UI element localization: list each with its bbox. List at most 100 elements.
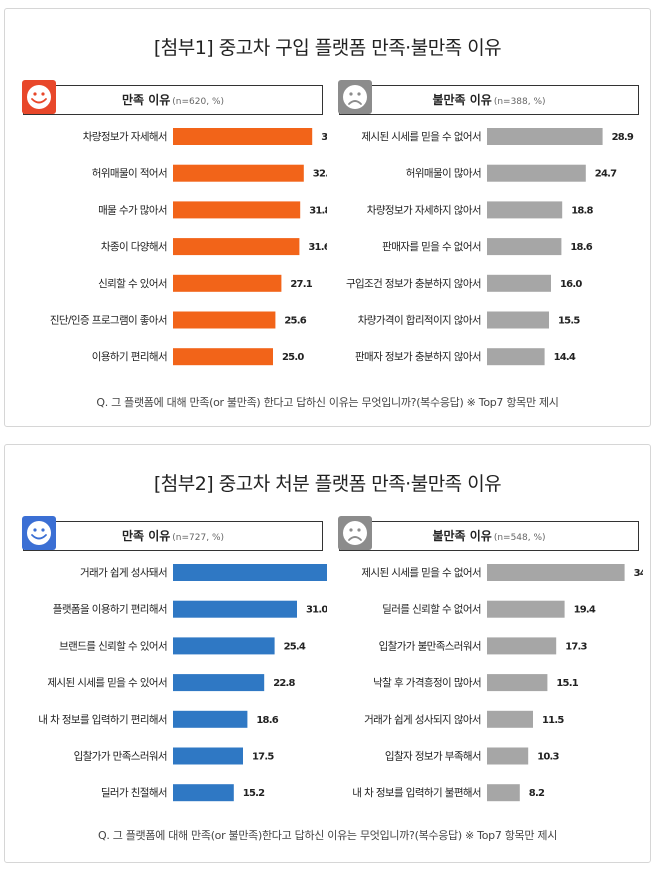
chart-panel-1: [첨부1] 중고차 구입 플랫폼 만족·불만족 이유 만족 이유 (n=620, …: [4, 8, 651, 427]
sample-size: (n=727, %): [172, 533, 225, 543]
category-label: 차량정보가 자세해서: [83, 130, 167, 143]
category-label: 판매자 정보가 충분하지 않아서: [355, 350, 481, 363]
survey-question: Q. 그 플랫폼에 대해 만족(or 불만족)한다고 답하신 이유는 무엇입니까…: [97, 829, 558, 842]
column-header-label: 불만족 이유: [432, 93, 492, 107]
category-label: 제시된 시세를 믿을 수 있어서: [47, 677, 167, 689]
data-label: 8.2: [529, 788, 545, 799]
column-header: 만족 이유 (n=727, %): [22, 516, 323, 551]
category-label: 입찰가가 만족스러워서: [74, 750, 167, 763]
data-label: 34.8: [321, 132, 327, 143]
bar-chart: 차량정보가 자세해서 34.8 허위매물이 적어서 32.7 매물 수가 많아서 31.8…: [50, 128, 327, 366]
data-label: 17.3: [565, 641, 587, 652]
data-label: 25.4: [284, 641, 306, 652]
bar: [173, 128, 313, 145]
data-label: 14.4: [554, 352, 576, 363]
category-label: 거래가 쉽게 성사돼서: [80, 567, 167, 579]
bar: [487, 600, 565, 618]
data-label: 22.8: [273, 678, 295, 689]
data-label: 15.5: [558, 316, 580, 327]
category-label: 신뢰할 수 있어서: [98, 278, 167, 290]
data-label: 25.0: [282, 352, 304, 363]
bar: [173, 274, 282, 292]
category-label: 딜러를 신뢰할 수 없어서: [382, 603, 481, 616]
data-label: 24.7: [595, 169, 617, 180]
data-label: 25.6: [284, 316, 306, 327]
bar: [487, 637, 557, 655]
bar: [487, 348, 545, 366]
happy-face-icon: [22, 80, 56, 114]
bar: [487, 238, 562, 256]
bar: [173, 674, 265, 692]
bar: [173, 710, 248, 728]
bar-chart: 제시된 시세를 믿을 수 없어서 34.4 딜러를 신뢰할 수 없어서 19.4 입찰가…: [352, 564, 643, 802]
bar: [173, 164, 304, 182]
category-label: 판매자를 믿을 수 없어서: [382, 240, 481, 253]
data-label: 15.2: [243, 788, 265, 799]
bar: [173, 201, 301, 219]
bar: [173, 348, 273, 366]
data-label: 31.6: [308, 242, 327, 253]
chart-title: [첨부1] 중고차 구입 플랫폼 만족·불만족 이유: [153, 37, 502, 59]
category-label: 내 차 정보를 입력하기 불편해서: [352, 786, 481, 799]
bar-chart: 제시된 시세를 믿을 수 없어서 28.9 허위매물이 많아서 24.7 차량정보가 자…: [346, 128, 635, 366]
data-label: 18.6: [570, 242, 592, 253]
category-label: 이용하기 편리해서: [92, 350, 167, 363]
bar: [487, 164, 586, 182]
bar: [173, 564, 327, 581]
category-label: 차량정보가 자세하지 않아서: [367, 203, 481, 216]
data-label: 27.1: [290, 279, 312, 290]
category-label: 허위매물이 많아서: [406, 167, 481, 180]
sad-face-icon: [338, 80, 372, 114]
column-header-label: 불만족 이유: [432, 529, 492, 543]
bar: [487, 784, 520, 802]
category-label: 브랜드를 신뢰할 수 있어서: [59, 640, 167, 652]
chart-panel-2: [첨부2] 중고차 처분 플랫폼 만족·불만족 이유 만족 이유 (n=727, …: [4, 444, 651, 863]
column-header: 불만족 이유 (n=548, %): [338, 516, 639, 551]
category-label: 진단/인증 프로그램이 좋아서: [50, 315, 167, 327]
sample-size: (n=548, %): [493, 533, 546, 543]
data-label: 10.3: [537, 752, 559, 763]
data-label: 34.4: [634, 568, 643, 579]
bar: [487, 201, 563, 219]
column-header: 만족 이유 (n=620, %): [22, 80, 323, 115]
data-label: 16.0: [560, 279, 582, 290]
survey-question: Q. 그 플랫폼에 대해 만족(or 불만족) 한다고 답하신 이유는 무엇입니…: [96, 396, 559, 409]
category-label: 허위매물이 적어서: [92, 167, 167, 180]
column-header-label: 만족 이유: [121, 93, 171, 107]
bar: [173, 238, 300, 256]
data-label: 15.1: [556, 678, 578, 689]
data-label: 31.8: [309, 205, 327, 216]
data-label: 28.9: [612, 132, 634, 143]
bar: [487, 128, 603, 145]
data-label: 11.5: [542, 715, 564, 726]
bar: [487, 674, 548, 692]
bar: [173, 600, 297, 618]
category-label: 내 차 정보를 입력하기 편리해서: [38, 713, 167, 726]
category-label: 낙찰 후 가격흥정이 많아서: [373, 676, 481, 689]
sample-size: (n=620, %): [172, 97, 225, 107]
category-label: 플랫폼을 이용하기 편리해서: [53, 603, 167, 616]
bar: [487, 274, 551, 292]
bar: [487, 710, 533, 728]
bar: [173, 784, 234, 802]
data-label: 18.6: [256, 715, 278, 726]
bar: [173, 311, 276, 329]
column-header: 불만족 이유 (n=388, %): [338, 80, 639, 115]
bar: [487, 564, 625, 581]
category-label: 차종이 다양해서: [101, 240, 167, 253]
category-label: 거래가 쉽게 성사되지 않아서: [364, 714, 481, 726]
category-label: 제시된 시세를 믿을 수 없어서: [361, 130, 481, 143]
data-label: 17.5: [252, 752, 274, 763]
happy-face-icon: [22, 516, 56, 550]
category-label: 차량가격이 합리적이지 않아서: [358, 314, 481, 327]
category-label: 입찰가가 불만족스러워서: [379, 639, 481, 652]
category-label: 입찰자 정보가 부족해서: [385, 750, 481, 763]
bar: [173, 637, 275, 655]
bar: [487, 747, 529, 765]
bar: [173, 747, 243, 765]
sad-face-icon: [338, 516, 372, 550]
data-label: 32.7: [313, 169, 327, 180]
column-header-label: 만족 이유: [121, 529, 171, 543]
category-label: 구입조건 정보가 충분하지 않아서: [346, 277, 481, 290]
